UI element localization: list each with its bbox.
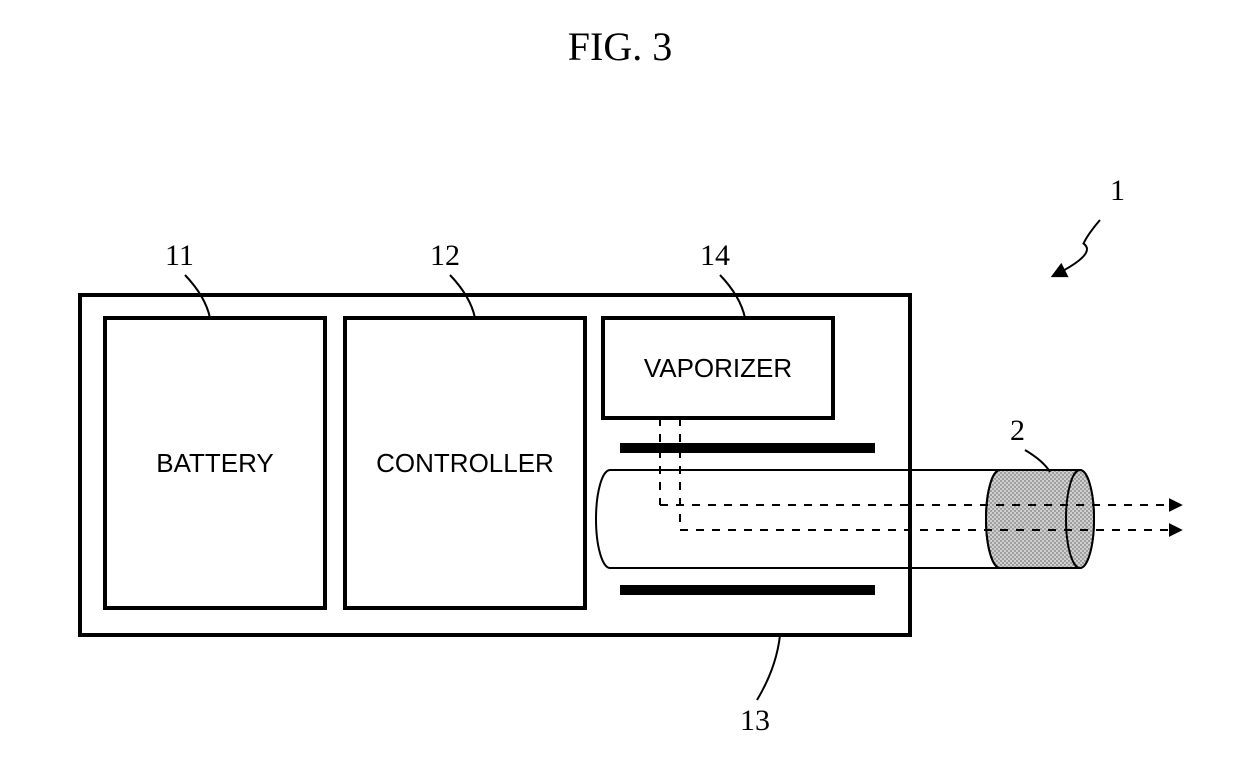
controller-label: CONTROLLER [376, 448, 554, 478]
ref-num-13: 13 [740, 704, 770, 737]
figure-diagram: FIG. 3 BATTERY CONTROLLER VAPORIZER 1112… [0, 0, 1240, 777]
ref-num-1: 1 [1110, 174, 1125, 207]
vaporizer-label: VAPORIZER [644, 353, 792, 383]
ref-num-11: 11 [165, 239, 194, 272]
reference-labels: 11 12 14 2 13 1 [165, 174, 1125, 737]
figure-title: FIG. 3 [568, 24, 672, 69]
ref-num-12: 12 [430, 239, 460, 272]
flow-lines [660, 418, 1180, 530]
cartridge-cylinder [596, 470, 1094, 568]
ref-num-14: 14 [700, 239, 730, 272]
ref-num-2: 2 [1010, 414, 1025, 447]
battery-label: BATTERY [156, 448, 274, 478]
